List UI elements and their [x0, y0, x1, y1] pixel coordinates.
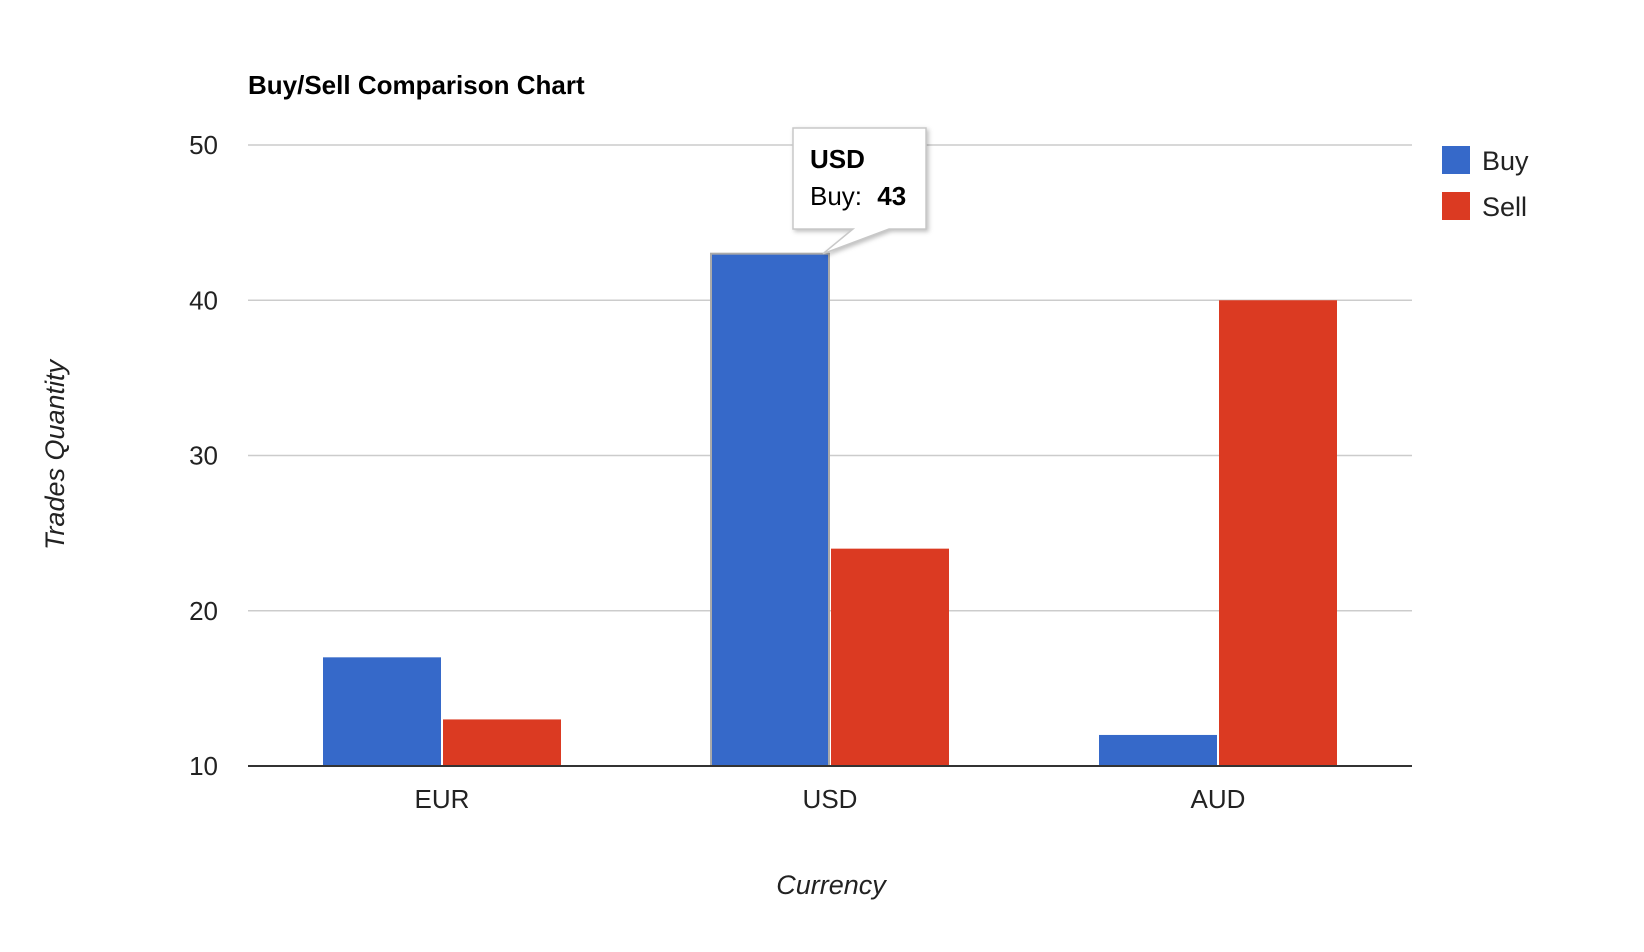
x-tick-label: USD: [803, 784, 858, 814]
y-axis-ticks: 10 20 30 40 50: [189, 130, 218, 781]
tooltip: USD Buy: 43: [792, 127, 927, 255]
legend-swatch-sell: [1442, 192, 1470, 220]
tooltip-line: Buy: 43: [810, 181, 906, 211]
legend-label-sell[interactable]: Sell: [1482, 192, 1527, 222]
tooltip-category: USD: [810, 144, 865, 174]
tooltip-series-label: Buy:: [810, 181, 862, 211]
bar-buy-eur[interactable]: [323, 657, 441, 766]
legend: Buy Sell: [1442, 146, 1529, 222]
bar-buy-usd[interactable]: [710, 252, 830, 768]
chart-title: Buy/Sell Comparison Chart: [248, 70, 585, 100]
bar-sell-aud[interactable]: [1219, 300, 1337, 766]
bar-sell-usd[interactable]: [831, 548, 949, 766]
x-tick-label: AUD: [1191, 784, 1246, 814]
y-tick-label: 50: [189, 130, 218, 160]
legend-label-buy[interactable]: Buy: [1482, 146, 1529, 176]
tooltip-value: 43: [877, 181, 906, 211]
y-tick-label: 10: [189, 751, 218, 781]
y-tick-label: 40: [189, 285, 218, 315]
x-axis-ticks: EUR USD AUD: [415, 784, 1246, 814]
x-axis-title: Currency: [776, 870, 887, 900]
y-tick-label: 30: [189, 441, 218, 471]
legend-swatch-buy: [1442, 146, 1470, 174]
y-tick-label: 20: [189, 596, 218, 626]
bar-sell-eur[interactable]: [443, 719, 561, 766]
bar-buy-aud[interactable]: [1099, 734, 1217, 766]
tooltip-box: [792, 127, 927, 255]
y-axis-title: Trades Quantity: [40, 358, 70, 550]
x-tick-label: EUR: [415, 784, 470, 814]
bars: [323, 252, 1337, 768]
